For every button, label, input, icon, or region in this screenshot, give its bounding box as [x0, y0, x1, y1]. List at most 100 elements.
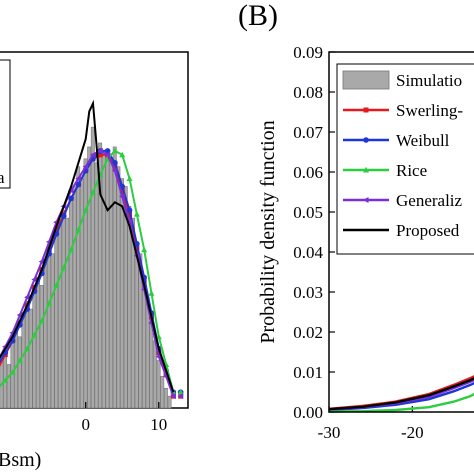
generalized-point [177, 393, 184, 400]
swerling-point [53, 227, 59, 233]
rice-point [31, 331, 38, 338]
histogram-bar [79, 178, 84, 409]
legend-marker-generalized [362, 197, 369, 203]
y-tick-label: 0.02 [293, 323, 323, 342]
histogram-bar [134, 241, 139, 409]
histogram-bar [57, 221, 62, 409]
left-legend-fragment: a [0, 168, 5, 187]
histogram-bar [94, 162, 99, 409]
histogram-bar [6, 364, 11, 409]
histogram-bar [156, 360, 161, 409]
generalized-point [38, 258, 45, 265]
generalized-point [97, 147, 103, 154]
histogram-bar [25, 300, 29, 409]
right-x-axis-ticks: -30 -20 [318, 406, 424, 442]
rice-point [46, 299, 53, 306]
right-fitted-curves [328, 375, 474, 413]
left-x-axis-ticks: 0 10 [81, 402, 167, 434]
rice-point [126, 175, 133, 182]
histogram-bar [152, 340, 157, 409]
rice-point [177, 388, 184, 395]
histogram-bar [116, 166, 121, 409]
rice-point [133, 210, 140, 217]
rice-point [2, 377, 9, 383]
generalized-point [170, 393, 176, 400]
histogram-bar [32, 289, 37, 409]
rice-point [90, 189, 96, 195]
generalized-point [24, 294, 30, 301]
left-histogram [0, 126, 172, 409]
histogram-bar [167, 395, 172, 409]
histogram-bar [65, 217, 70, 409]
proposed-curve [328, 377, 474, 411]
generalized-point [89, 151, 96, 158]
histogram-bar [17, 336, 22, 409]
rice-point [148, 290, 155, 296]
generalized-point [155, 353, 162, 360]
rice-point [9, 369, 16, 375]
rice-point [53, 282, 60, 288]
y-tick-label: 0.09 [293, 43, 323, 62]
swerling-point [97, 152, 103, 158]
histogram-bar [98, 142, 103, 409]
rice-point [111, 147, 118, 154]
legend-label-generalized: Generaliz [396, 191, 463, 210]
histogram-bar [72, 186, 77, 409]
legend-marker-swerling [363, 107, 369, 113]
rice-curve [328, 392, 474, 413]
histogram-bar [131, 217, 135, 409]
left-chart-panel: a 0 10 Bsm) [0, 51, 189, 471]
rice-point [60, 264, 67, 271]
histogram-bar [83, 158, 88, 409]
histogram-bar [149, 320, 154, 409]
left-x-axis-title: Bsm) [0, 449, 41, 471]
legend-label-histogram: Simulatio [396, 71, 462, 90]
weibull-point [75, 181, 82, 188]
left-fitted-curves [0, 99, 184, 400]
y-tick-label: 0.01 [293, 363, 323, 382]
legend-swatch-histogram [342, 70, 390, 90]
x-tick-label: 10 [150, 415, 167, 434]
rice-point [75, 226, 82, 233]
swerling-point [112, 164, 118, 170]
histogram-bar [105, 150, 110, 409]
generalized-point [111, 167, 118, 174]
x-tick-label: -30 [318, 423, 341, 442]
y-tick-label: 0.06 [293, 163, 323, 182]
generalized-point [31, 276, 38, 283]
rice-point [68, 246, 75, 253]
weibull-point [60, 213, 67, 219]
right-legend-box [336, 63, 474, 255]
histogram-bar [76, 166, 81, 409]
x-tick-label: -20 [401, 423, 424, 442]
histogram-bar [163, 387, 168, 409]
histogram-bar [47, 245, 51, 409]
generalized-point [67, 187, 74, 194]
histogram-bar [87, 146, 92, 409]
proposed-curve [0, 99, 175, 393]
histogram-bar [39, 285, 44, 409]
histogram-bar [54, 233, 59, 409]
right-y-axis-ticks: 0.00 0.01 0.02 0.03 0.04 0.05 0.06 0.07 0.08 0.09 [293, 43, 335, 422]
y-tick-label: 0.05 [293, 203, 323, 222]
weibull-point [119, 183, 126, 190]
generalized-point [104, 151, 111, 158]
rice-point [82, 207, 89, 213]
panel-label-b: (B) [238, 0, 278, 32]
generalized-point [119, 193, 125, 200]
weibull-point [68, 195, 74, 202]
legend-marker-weibull [363, 137, 369, 143]
histogram-bar [127, 205, 132, 409]
generalized-point [126, 219, 133, 226]
histogram-bar [28, 308, 33, 409]
right-y-axis-title: Probability density function [257, 120, 279, 343]
legend-label-rice: Rice [396, 161, 427, 180]
y-tick-label: 0.03 [293, 283, 323, 302]
swerling-point [119, 187, 125, 193]
x-tick-label: 0 [81, 415, 90, 434]
weibull-point [112, 159, 118, 166]
histogram-bar [90, 126, 95, 409]
histogram-bar [101, 154, 106, 409]
legend-label-swerling: Swerling- [396, 101, 463, 120]
